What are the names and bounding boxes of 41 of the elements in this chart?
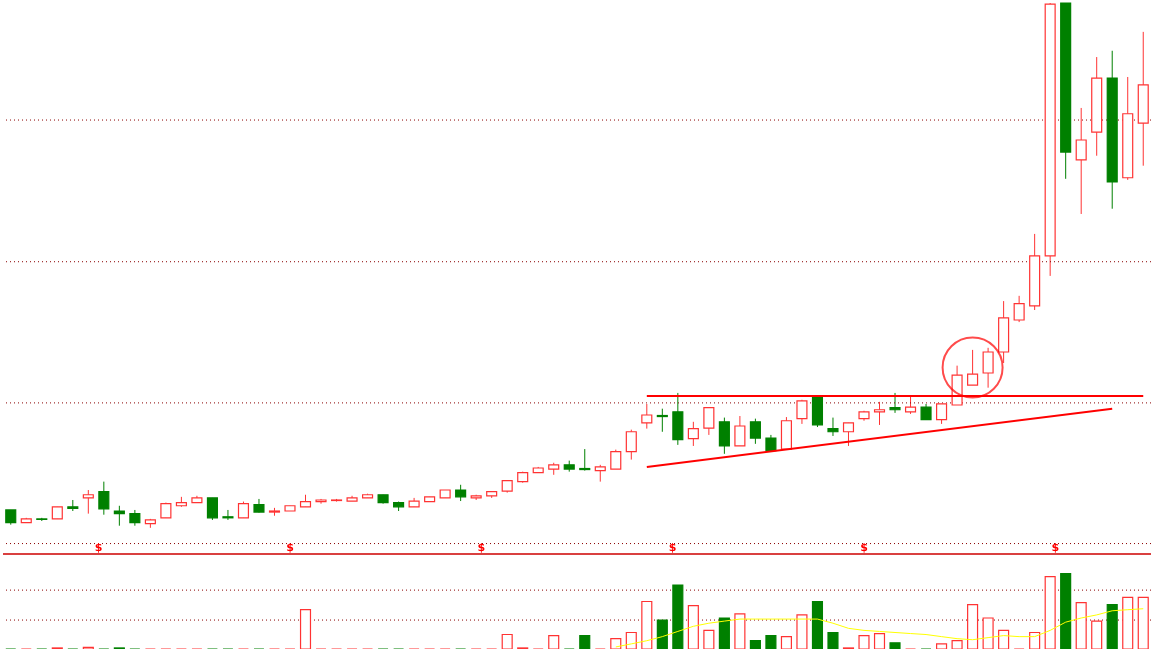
candlestick <box>610 449 622 470</box>
bar <box>656 619 668 649</box>
candlestick <box>579 448 591 472</box>
bar <box>718 617 730 649</box>
candlestick <box>113 505 125 527</box>
text: $ <box>1051 541 1060 554</box>
candlestick <box>1013 295 1025 323</box>
bar <box>765 634 777 649</box>
bar <box>579 634 591 649</box>
bar <box>811 600 824 649</box>
candlestick <box>687 421 699 447</box>
candlestick <box>827 417 839 437</box>
bar <box>889 642 901 649</box>
candlestick <box>656 408 668 433</box>
candlestick <box>842 422 855 447</box>
bar <box>672 584 684 649</box>
text: $ <box>860 541 868 554</box>
candlestick <box>889 392 901 414</box>
candlestick <box>796 399 808 425</box>
candlestick <box>967 349 979 386</box>
candlestick <box>982 347 994 389</box>
candlestick <box>641 403 653 430</box>
bar <box>749 640 761 649</box>
bar <box>1106 603 1118 649</box>
candlestick <box>98 481 110 516</box>
candlestick <box>1075 107 1087 215</box>
candlestick <box>206 497 218 521</box>
candlestick <box>625 429 637 461</box>
text: $ <box>668 541 677 554</box>
candlestick <box>82 489 94 515</box>
candlestick <box>873 401 886 426</box>
candlestick <box>749 418 761 445</box>
bar <box>827 631 839 649</box>
candlestick <box>734 415 746 447</box>
text: $ <box>477 541 486 554</box>
candlestick <box>222 509 234 521</box>
text: $ <box>94 541 103 554</box>
text: $ <box>286 541 294 554</box>
candlestick <box>936 403 948 425</box>
candlestick <box>703 406 715 436</box>
bar <box>1060 573 1072 649</box>
